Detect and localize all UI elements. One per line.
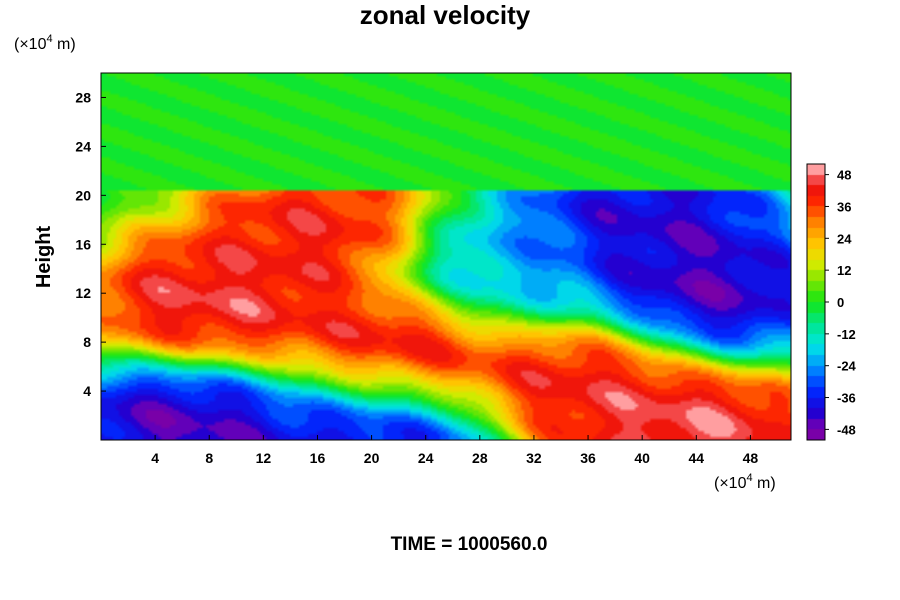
x-unit-label: (×104 m) (714, 472, 776, 492)
x-tick-label: 28 (472, 450, 488, 466)
y-tick-label: 20 (75, 187, 91, 203)
y-axis-label: Height (33, 226, 55, 289)
y-unit-exponent: 4 (46, 33, 52, 45)
colorbar-tick-label: 48 (837, 168, 851, 183)
x-tick-label: 44 (689, 450, 705, 466)
chart-title: zonal velocity (360, 0, 531, 30)
colorbar: 48 36 24 12 0 -12 -24 -36 -48 (806, 163, 857, 441)
x-tick-label: 48 (743, 450, 759, 466)
y-tick-label: 28 (75, 89, 91, 105)
colorbar-tick-label: -12 (837, 327, 856, 342)
y-tick-label: 24 (75, 138, 91, 154)
colorbar-tick-label: -24 (837, 359, 857, 374)
colorbar-tick-label: 0 (837, 295, 844, 310)
x-unit-suffix: m) (753, 475, 776, 492)
y-unit-prefix: (×10 (14, 36, 47, 53)
x-tick-label: 40 (634, 450, 650, 466)
y-tick-label: 8 (83, 334, 91, 350)
x-tick-label: 24 (418, 450, 434, 466)
x-tick-label: 12 (256, 450, 272, 466)
colorbar-tick-label: 12 (837, 263, 851, 278)
y-tick-label: 4 (83, 383, 91, 399)
x-tick-label: 16 (310, 450, 326, 466)
contour-field (101, 73, 791, 440)
x-tick-label: 4 (151, 450, 159, 466)
y-tick-label: 12 (75, 285, 91, 301)
y-unit-suffix: m) (53, 36, 76, 53)
x-unit-prefix: (×10 (714, 475, 747, 492)
plot-area (100, 72, 792, 441)
x-tick-label: 20 (364, 450, 380, 466)
y-tick-label: 16 (75, 236, 91, 252)
x-tick-label: 32 (526, 450, 542, 466)
x-axis: 4 8 12 16 20 24 28 32 36 40 44 48 (151, 435, 758, 466)
x-unit-exponent: 4 (746, 472, 752, 484)
colorbar-tick-label: -48 (837, 422, 856, 437)
y-unit-label: (×104 m) (14, 33, 76, 53)
y-axis: 4 8 12 16 20 24 28 (75, 89, 106, 399)
time-label: TIME = 1000560.0 (391, 534, 548, 555)
plot-frame (100, 72, 792, 441)
x-tick-label: 36 (580, 450, 596, 466)
colorbar-tick-label: 36 (837, 199, 851, 214)
colorbar-tick-label: 24 (837, 231, 852, 246)
colorbar-tick-label: -36 (837, 391, 856, 406)
x-tick-label: 8 (205, 450, 213, 466)
colorbar-gradient (807, 164, 825, 440)
